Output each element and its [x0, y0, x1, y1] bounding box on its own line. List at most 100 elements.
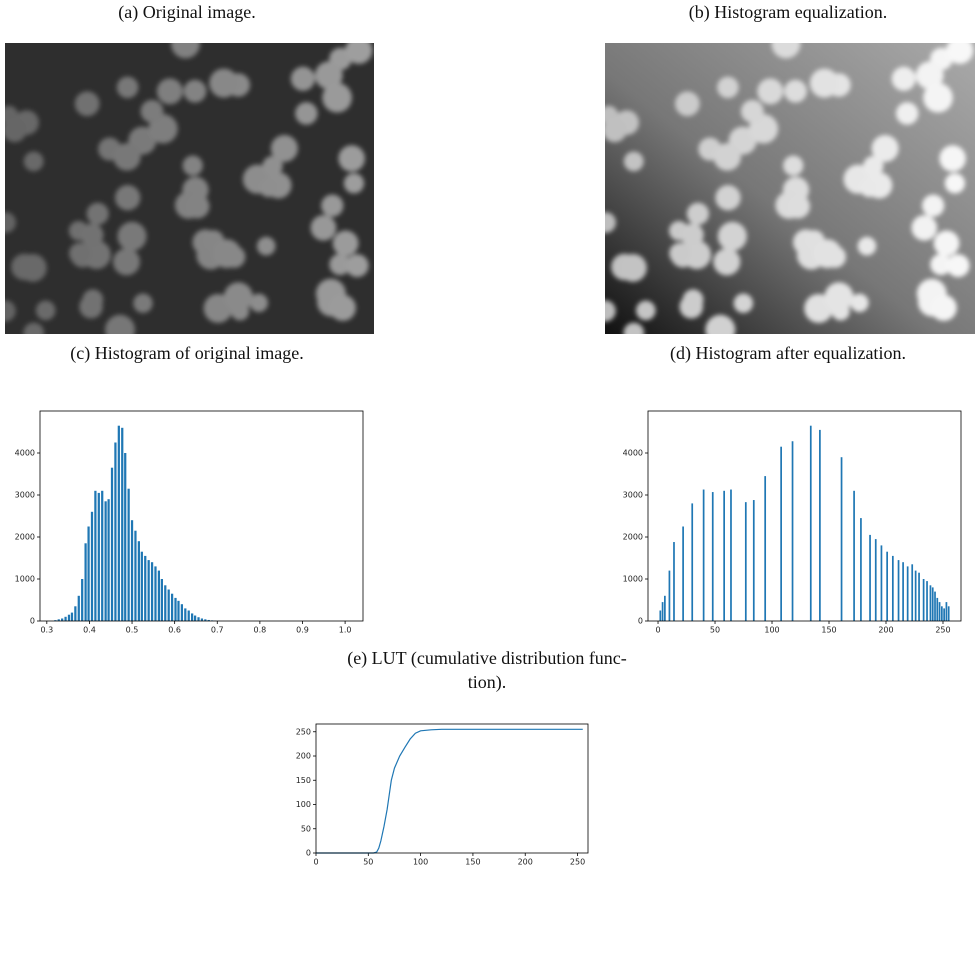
cell — [623, 322, 645, 334]
bar — [931, 587, 934, 621]
x-tick-label: 100 — [764, 626, 779, 635]
cell — [675, 91, 700, 117]
cell — [82, 289, 104, 311]
bar — [661, 602, 664, 621]
bar — [61, 618, 64, 621]
image-caption: (b) Histogram equalization. — [689, 2, 887, 23]
cell — [115, 185, 141, 211]
bar — [150, 562, 154, 621]
cell — [86, 202, 109, 225]
line — [316, 728, 583, 854]
cell — [183, 79, 207, 103]
x-tick-label: 0 — [655, 626, 660, 635]
x-tick-label: 100 — [413, 858, 428, 867]
cell — [212, 239, 242, 269]
x-tick-label: 200 — [878, 626, 893, 635]
y-tick-label: 100 — [296, 800, 311, 809]
cell — [185, 194, 210, 219]
bar — [936, 597, 939, 621]
cell — [209, 68, 239, 98]
bar — [943, 608, 945, 621]
cell — [133, 293, 153, 313]
cell — [915, 61, 944, 90]
x-tick-label: 50 — [710, 626, 720, 635]
cell — [332, 230, 359, 257]
bar — [74, 606, 77, 621]
cell — [5, 212, 16, 233]
bar — [157, 570, 161, 621]
cell — [223, 282, 253, 312]
cell — [713, 143, 742, 171]
y-tick-label: 150 — [296, 776, 311, 785]
equalized-image — [605, 43, 975, 334]
cell — [82, 240, 111, 270]
x-tick-label: 200 — [518, 858, 533, 867]
bar — [117, 425, 120, 621]
y-tick-label: 2000 — [15, 533, 35, 542]
bar — [124, 453, 127, 621]
cell — [933, 230, 960, 257]
bar — [860, 518, 862, 621]
cell — [863, 155, 884, 177]
cell — [605, 117, 627, 143]
cell — [116, 76, 139, 99]
cell — [923, 82, 953, 113]
cell — [322, 82, 352, 113]
chart-caption: (d) Histogram after equalization. — [670, 343, 906, 364]
bar — [130, 520, 134, 621]
cell — [850, 293, 869, 313]
cell — [605, 300, 616, 322]
cell — [784, 79, 807, 103]
cell — [871, 134, 899, 162]
chart-caption: (e) LUT (cumulative distribution func- — [347, 648, 627, 669]
bar — [187, 610, 190, 621]
cell — [636, 300, 656, 321]
bar — [673, 542, 675, 621]
cell — [717, 221, 747, 251]
bar — [659, 610, 662, 621]
bar — [64, 616, 67, 621]
cell — [757, 78, 784, 105]
cell — [680, 223, 704, 247]
cell — [74, 91, 100, 117]
bar — [70, 612, 74, 621]
cell — [623, 151, 644, 172]
bar — [207, 619, 210, 621]
cell — [182, 155, 203, 176]
cell — [295, 102, 318, 125]
cell — [105, 314, 135, 334]
y-tick-label: 200 — [296, 752, 311, 761]
cell — [717, 76, 739, 99]
bar — [897, 560, 900, 621]
cell — [259, 178, 278, 198]
cell — [771, 43, 801, 59]
bar — [114, 442, 117, 621]
original-image — [5, 43, 374, 334]
bar — [752, 500, 755, 621]
bar — [938, 602, 941, 621]
y-tick-label: 50 — [301, 824, 311, 833]
bar — [140, 551, 143, 621]
bar — [167, 589, 170, 621]
bar — [891, 555, 894, 621]
bar — [947, 606, 950, 621]
bar — [869, 534, 871, 621]
cell — [944, 173, 966, 194]
cell — [911, 215, 938, 241]
bar — [77, 595, 80, 621]
cell — [117, 221, 147, 251]
x-tick-label: 1.0 — [339, 626, 352, 635]
bar — [154, 566, 157, 621]
x-tick-label: 150 — [465, 858, 480, 867]
bar — [97, 492, 100, 621]
cell — [812, 239, 842, 269]
bar — [180, 604, 184, 621]
plot-frame — [647, 410, 962, 622]
cell — [686, 202, 710, 225]
bar — [886, 551, 888, 621]
bar — [174, 597, 177, 621]
cell — [140, 99, 164, 123]
cell — [922, 194, 945, 217]
bar — [668, 570, 671, 621]
